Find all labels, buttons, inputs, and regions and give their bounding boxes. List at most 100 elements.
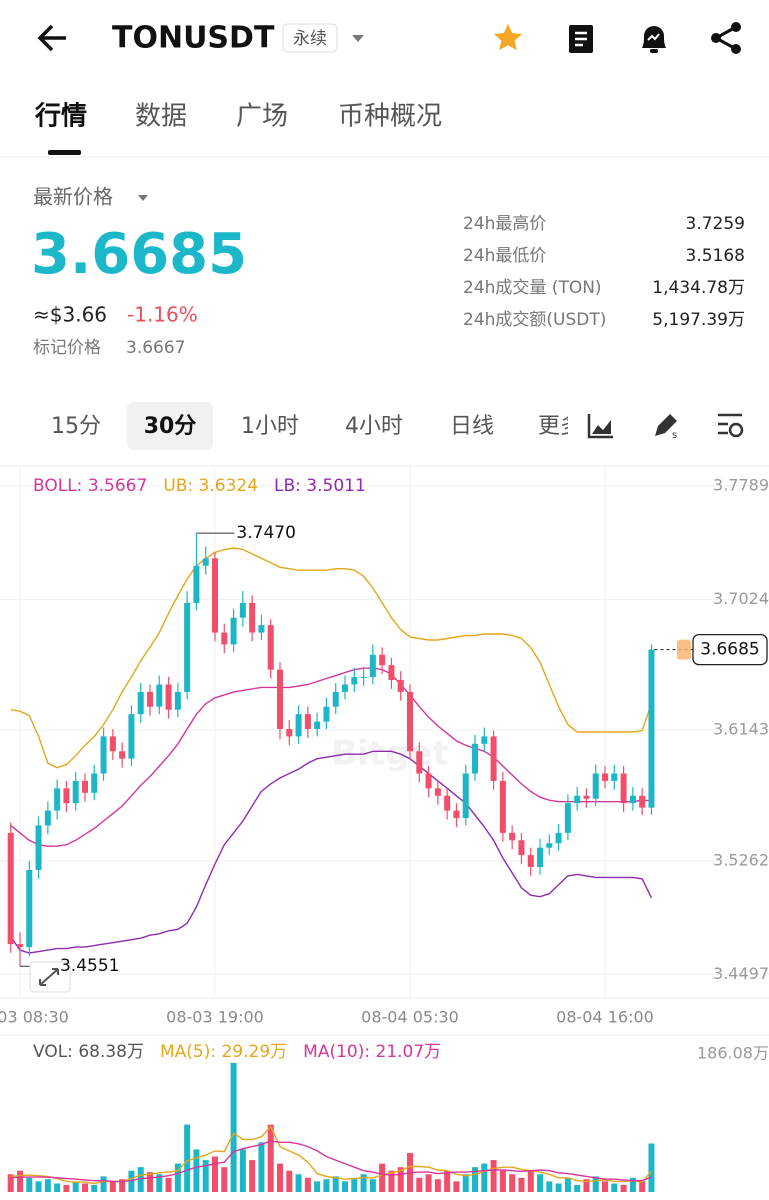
svg-text:s: s (672, 430, 677, 441)
volume-bar (184, 1124, 191, 1192)
candle-body (202, 558, 209, 566)
volume-bar (462, 1174, 469, 1192)
volume-bar (323, 1179, 330, 1192)
price-caret[interactable] (138, 195, 148, 201)
volume-bar (369, 1179, 376, 1192)
settings-icon[interactable] (718, 413, 744, 438)
candle-body (16, 944, 23, 948)
candle-body (137, 691, 144, 715)
volume-bar (304, 1177, 311, 1192)
volume-ma-line (10, 1140, 652, 1183)
alert-icon[interactable] (642, 26, 666, 53)
candle-body (472, 743, 479, 774)
volume-bar (109, 1181, 116, 1192)
draw-icon[interactable]: s (655, 414, 677, 441)
price-change: -1.16% (127, 303, 198, 327)
tab[interactable]: 广场 (236, 102, 288, 132)
volume-bar (54, 1183, 61, 1192)
y-tick-label: 3.6143 (713, 720, 769, 739)
last-price-box (692, 633, 768, 666)
candle-body (555, 832, 562, 844)
interval-tab[interactable]: 1小时 (241, 414, 299, 439)
candle-body (397, 680, 404, 692)
volume-bar (267, 1124, 274, 1192)
stat-value: 5,197.39万 (652, 310, 745, 330)
candle-body (128, 714, 135, 759)
book-icon[interactable] (569, 25, 593, 53)
x-tick-label: 08-03 08:30 (0, 1008, 69, 1027)
candle-body (407, 691, 414, 752)
legend-item: MA(10): 21.07万 (303, 1042, 441, 1062)
badge-box (282, 23, 338, 53)
tab-underline (48, 150, 81, 155)
back-button[interactable] (37, 24, 66, 52)
expand-icon[interactable] (39, 968, 59, 986)
volume-bar (16, 1170, 23, 1192)
candle-body (323, 706, 330, 722)
volume-bar (277, 1163, 284, 1192)
tab[interactable]: 币种概况 (338, 102, 442, 132)
legend-item: UB: 3.6324 (163, 476, 258, 496)
mark-label: 标记价格 (33, 338, 101, 358)
candle-body (165, 684, 172, 710)
candle-body (239, 602, 246, 618)
candle-body (453, 810, 460, 819)
candle-body (518, 840, 525, 856)
symbol: TONUSDT (112, 21, 275, 56)
candle-body (44, 810, 51, 826)
volume-bar (35, 1181, 42, 1192)
last-price: 3.6685 (31, 222, 247, 287)
x-tick-label: 08-03 19:00 (166, 1008, 264, 1027)
volume-bar (518, 1177, 525, 1192)
volume-bar (379, 1163, 386, 1192)
volume-bar (564, 1177, 571, 1192)
candle-body (602, 773, 609, 781)
volume-bar (212, 1156, 219, 1192)
interval-tab[interactable]: 4小时 (345, 414, 403, 439)
candle-body (119, 751, 126, 759)
badge: 永续 (293, 29, 327, 49)
tab[interactable]: 行情 (34, 101, 87, 132)
candle-body (277, 669, 284, 729)
candle-body (462, 773, 469, 819)
candle-body (369, 654, 376, 678)
candle-body (583, 795, 590, 799)
low-label: 3.4551 (60, 956, 119, 976)
interval-tab[interactable]: 更多 (538, 414, 582, 439)
candle-body (592, 773, 599, 799)
candle-body (295, 714, 302, 737)
candle-body (388, 665, 395, 681)
candle-body (146, 691, 153, 707)
candle-body (81, 780, 88, 793)
candle-body (537, 847, 544, 867)
interval-tab[interactable]: 日线 (450, 414, 494, 439)
candle-body (527, 855, 534, 867)
candle-body (230, 617, 237, 645)
y-tick-label: 3.4497 (713, 964, 769, 983)
volume-bar (648, 1143, 655, 1192)
volume-bar (239, 1149, 246, 1192)
volume-bar (574, 1184, 581, 1192)
candle-body (499, 780, 506, 833)
volume-bar (174, 1163, 181, 1192)
stat-label: 24h成交量 (TON) (463, 278, 602, 298)
favorite-icon[interactable] (494, 24, 522, 51)
volume-bar (611, 1183, 618, 1192)
interval-tab[interactable]: 30分 (144, 414, 197, 439)
candle-body (304, 714, 311, 729)
candle-body (351, 677, 358, 685)
tab[interactable]: 数据 (135, 102, 187, 132)
symbol-caret[interactable] (352, 35, 364, 42)
stat-value: 3.7259 (686, 214, 745, 234)
chart-type-icon[interactable] (587, 414, 613, 439)
candle-body (620, 773, 627, 804)
volume-bar (137, 1167, 144, 1192)
candle-body (332, 691, 339, 707)
candle-body (490, 736, 497, 781)
boll-line (10, 750, 653, 954)
share-icon[interactable] (711, 22, 741, 54)
volume-bar (351, 1177, 358, 1192)
candle-body (100, 736, 107, 774)
interval-tab[interactable]: 15分 (51, 414, 101, 439)
volume-bar (583, 1179, 590, 1192)
